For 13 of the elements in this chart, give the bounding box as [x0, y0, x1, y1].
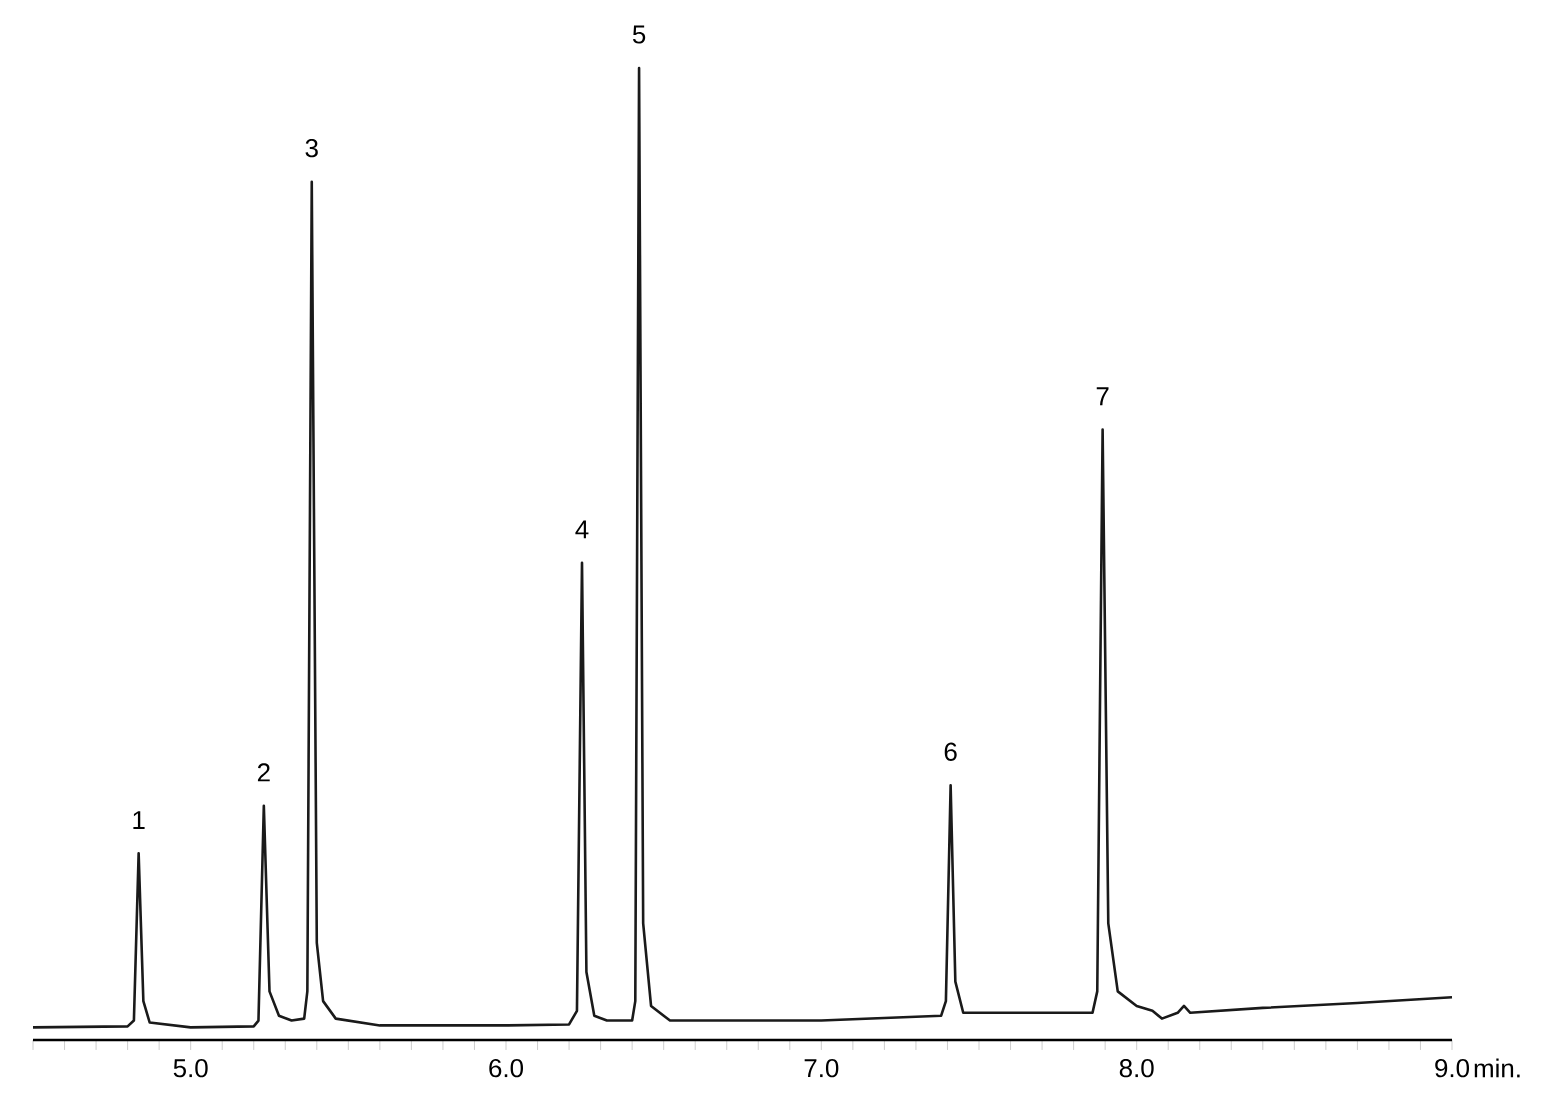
x-tick-label: 6.0	[489, 1058, 524, 1078]
x-tick-label: 9.0	[1435, 1058, 1470, 1078]
x-tick-label: 8.0	[1119, 1058, 1154, 1078]
annotation: 4	[575, 520, 589, 539]
annotation: 5	[632, 25, 646, 44]
annotation: 3	[305, 138, 318, 158]
x-axis-title: min.	[1474, 1058, 1520, 1078]
x-tick-label: 5.0	[173, 1058, 208, 1078]
x-tick-label: 7.0	[804, 1058, 839, 1078]
annotation: 2	[257, 763, 270, 782]
annotation: 6	[944, 742, 957, 761]
annotation: 7	[1096, 387, 1109, 406]
annotation: 1	[133, 811, 145, 829]
